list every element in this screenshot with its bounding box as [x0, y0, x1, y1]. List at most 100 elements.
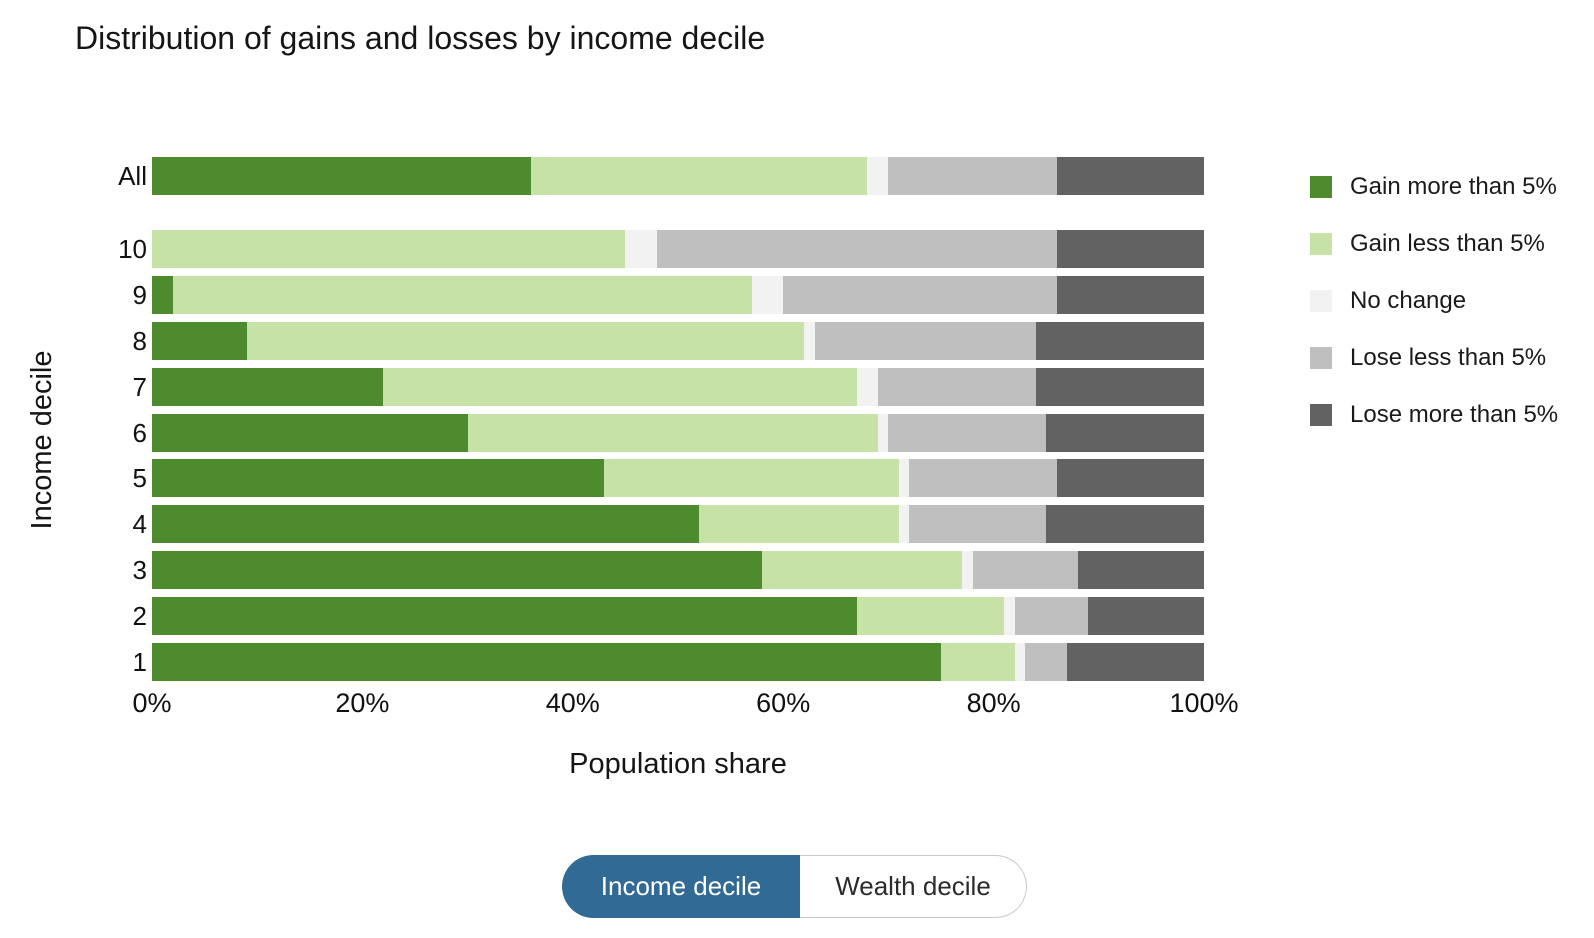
bar-segment-lose-more-than-5[interactable]	[1056, 230, 1204, 268]
bar-segment-gain-less-than-5[interactable]	[762, 551, 963, 589]
bar-segment-gain-more-than-5[interactable]	[152, 414, 468, 452]
toggle-income-decile[interactable]: Income decile	[562, 855, 800, 918]
legend-item-lose-less-than-5[interactable]: Lose less than 5%	[1310, 344, 1558, 371]
x-tick-label: 60%	[756, 688, 811, 718]
bar-row-all	[152, 157, 1204, 195]
bar-row-7	[152, 368, 1204, 406]
bar-segment-no-change[interactable]	[804, 322, 815, 360]
bar-segment-gain-more-than-5[interactable]	[152, 322, 247, 360]
legend-swatch	[1310, 176, 1332, 198]
bar-segment-lose-less-than-5[interactable]	[1025, 643, 1068, 681]
bar-segment-gain-less-than-5[interactable]	[246, 322, 805, 360]
bar-segment-gain-less-than-5[interactable]	[856, 597, 1005, 635]
legend-swatch	[1310, 404, 1332, 426]
bar-segment-no-change[interactable]	[1004, 597, 1015, 635]
legend-label: Gain less than 5%	[1350, 230, 1545, 257]
bar-row-5	[152, 459, 1204, 497]
bar-segment-lose-less-than-5[interactable]	[783, 276, 1057, 314]
y-tick-label: 5	[132, 463, 147, 493]
y-tick-label: 7	[132, 372, 147, 402]
bar-segment-no-change[interactable]	[898, 505, 910, 543]
y-tick-label: 9	[132, 280, 147, 310]
bar-segment-gain-more-than-5[interactable]	[152, 597, 857, 635]
x-tick-label: 0%	[132, 688, 172, 718]
bar-segment-gain-more-than-5[interactable]	[152, 459, 605, 497]
bar-segment-lose-less-than-5[interactable]	[814, 322, 1036, 360]
bar-segment-lose-more-than-5[interactable]	[1056, 459, 1204, 497]
view-toggle: Income decile Wealth decile	[562, 855, 1027, 918]
bar-segment-lose-less-than-5[interactable]	[909, 459, 1057, 497]
bar-segment-gain-less-than-5[interactable]	[604, 459, 899, 497]
bar-segment-gain-more-than-5[interactable]	[152, 276, 174, 314]
legend-label: Lose more than 5%	[1350, 401, 1559, 428]
bar-segment-gain-more-than-5[interactable]	[152, 157, 531, 195]
legend-item-gain-more-than-5[interactable]: Gain more than 5%	[1310, 173, 1558, 200]
bar-segment-no-change[interactable]	[898, 459, 910, 497]
y-tick-label: 1	[132, 647, 147, 677]
x-tick-label: 100%	[1169, 688, 1239, 718]
bar-segment-gain-less-than-5[interactable]	[941, 643, 1015, 681]
bar-segment-gain-less-than-5[interactable]	[173, 276, 752, 314]
bar-segment-lose-less-than-5[interactable]	[888, 157, 1057, 195]
bar-segment-gain-less-than-5[interactable]	[383, 368, 857, 406]
y-tick-label: 10	[118, 234, 147, 264]
bar-segment-gain-more-than-5[interactable]	[152, 505, 700, 543]
legend-label: Lose less than 5%	[1350, 344, 1547, 371]
bar-row-1	[152, 643, 1204, 681]
bar-row-8	[152, 322, 1204, 360]
chart-title: Distribution of gains and losses by inco…	[75, 20, 766, 56]
bar-row-2	[152, 597, 1204, 635]
bar-segment-lose-more-than-5[interactable]	[1046, 414, 1204, 452]
bar-segment-no-change[interactable]	[877, 414, 889, 452]
y-tick-label: 8	[132, 326, 147, 356]
legend-label: Gain more than 5%	[1350, 173, 1557, 200]
y-tick-label: 6	[132, 418, 147, 448]
bar-segment-lose-less-than-5[interactable]	[1014, 597, 1089, 635]
bar-segment-lose-more-than-5[interactable]	[1067, 643, 1204, 681]
legend-swatch	[1310, 290, 1332, 312]
x-tick-label: 80%	[966, 688, 1021, 718]
x-tick-label: 20%	[335, 688, 390, 718]
bar-segment-gain-less-than-5[interactable]	[467, 414, 878, 452]
bar-row-3	[152, 551, 1204, 589]
bar-segment-no-change[interactable]	[856, 368, 878, 406]
bar-segment-gain-more-than-5[interactable]	[152, 643, 941, 681]
bar-segment-gain-less-than-5[interactable]	[530, 157, 868, 195]
bar-segment-lose-less-than-5[interactable]	[656, 230, 1057, 268]
bar-segment-gain-more-than-5[interactable]	[152, 368, 384, 406]
bar-row-6	[152, 414, 1204, 452]
bar-segment-no-change[interactable]	[1014, 643, 1026, 681]
bar-segment-lose-more-than-5[interactable]	[1035, 368, 1204, 406]
bar-segment-lose-more-than-5[interactable]	[1056, 157, 1204, 195]
bar-segment-gain-less-than-5[interactable]	[152, 230, 626, 268]
bar-segment-no-change[interactable]	[751, 276, 784, 314]
bar-segment-no-change[interactable]	[625, 230, 657, 268]
y-tick-label: 4	[132, 509, 147, 539]
bar-segment-lose-more-than-5[interactable]	[1056, 276, 1204, 314]
bar-segment-lose-more-than-5[interactable]	[1088, 597, 1204, 635]
bar-segment-gain-less-than-5[interactable]	[699, 505, 899, 543]
y-tick-label: All	[118, 161, 147, 191]
bar-segment-lose-more-than-5[interactable]	[1046, 505, 1204, 543]
bar-segment-no-change[interactable]	[962, 551, 973, 589]
legend-swatch	[1310, 233, 1332, 255]
toggle-wealth-decile[interactable]: Wealth decile	[800, 855, 1027, 918]
bar-segment-lose-less-than-5[interactable]	[877, 368, 1036, 406]
legend-swatch	[1310, 347, 1332, 369]
legend-label: No change	[1350, 287, 1467, 314]
bar-segment-lose-less-than-5[interactable]	[909, 505, 1047, 543]
bar-segment-gain-more-than-5[interactable]	[152, 551, 763, 589]
x-tick-label: 40%	[545, 688, 600, 718]
bar-segment-lose-more-than-5[interactable]	[1035, 322, 1204, 360]
bar-segment-no-change[interactable]	[867, 157, 889, 195]
bar-segment-lose-more-than-5[interactable]	[1077, 551, 1204, 589]
bar-segment-lose-less-than-5[interactable]	[888, 414, 1047, 452]
y-tick-label: 2	[132, 601, 147, 631]
y-tick-label: 3	[132, 555, 147, 585]
legend-item-gain-less-than-5[interactable]: Gain less than 5%	[1310, 230, 1558, 257]
bar-segment-lose-less-than-5[interactable]	[972, 551, 1078, 589]
legend-item-lose-more-than-5[interactable]: Lose more than 5%	[1310, 401, 1559, 428]
legend-item-no-change[interactable]: No change	[1310, 287, 1558, 314]
bar-row-4	[152, 505, 1204, 543]
